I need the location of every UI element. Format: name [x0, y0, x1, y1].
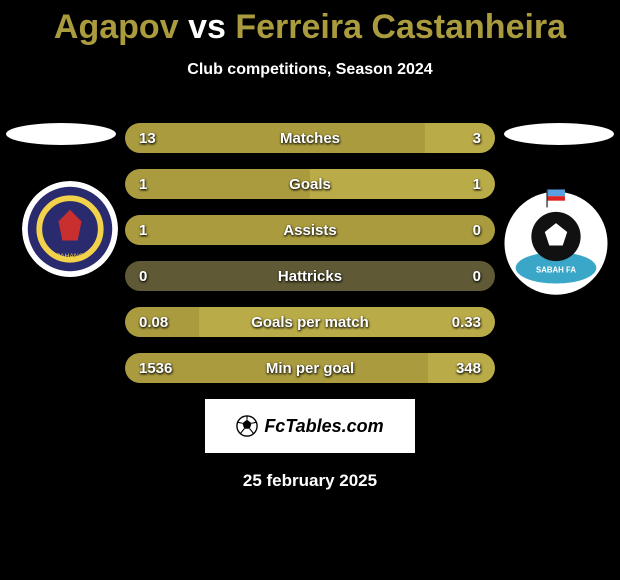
stat-label: Matches [125, 130, 495, 147]
stat-label: Hattricks [125, 268, 495, 285]
stat-bars: 13Matches31Goals11Assists00Hattricks00.0… [125, 123, 495, 383]
player2-name: Ferreira Castanheira [235, 8, 566, 46]
subtitle: Club competitions, Season 2024 [0, 61, 620, 79]
player1-name: Agapov [54, 8, 179, 46]
vs-text: vs [188, 8, 226, 46]
soccer-ball-icon [236, 415, 258, 437]
stat-label: Min per goal [125, 360, 495, 377]
stat-label: Goals [125, 176, 495, 193]
stat-label: Assists [125, 222, 495, 239]
brand-box: FcTables.com [205, 399, 415, 453]
stat-right-value: 348 [456, 360, 481, 377]
brand-text: FcTables.com [264, 416, 383, 437]
stat-row: 1Goals1 [125, 169, 495, 199]
stat-row: 1536Min per goal348 [125, 353, 495, 383]
date-text: 25 february 2025 [0, 471, 620, 491]
svg-text:SABAH FA: SABAH FA [536, 265, 576, 274]
stat-right-value: 3 [473, 130, 481, 147]
right-shadow-ellipse [504, 123, 614, 145]
stat-right-value: 1 [473, 176, 481, 193]
team-crest-left: PAHANG [22, 181, 118, 277]
page-title: Agapov vs Ferreira Castanheira [0, 0, 620, 47]
comparison-area: PAHANG SABAH FA 13Matches31Goals11Assist… [0, 123, 620, 383]
stat-label: Goals per match [125, 314, 495, 331]
stat-row: 13Matches3 [125, 123, 495, 153]
svg-text:PAHANG: PAHANG [56, 253, 84, 260]
left-shadow-ellipse [6, 123, 116, 145]
stat-right-value: 0.33 [452, 314, 481, 331]
stat-row: 0.08Goals per match0.33 [125, 307, 495, 337]
stat-right-value: 0 [473, 222, 481, 239]
stat-row: 0Hattricks0 [125, 261, 495, 291]
stat-right-value: 0 [473, 268, 481, 285]
team-crest-right: SABAH FA [500, 185, 612, 297]
stat-row: 1Assists0 [125, 215, 495, 245]
